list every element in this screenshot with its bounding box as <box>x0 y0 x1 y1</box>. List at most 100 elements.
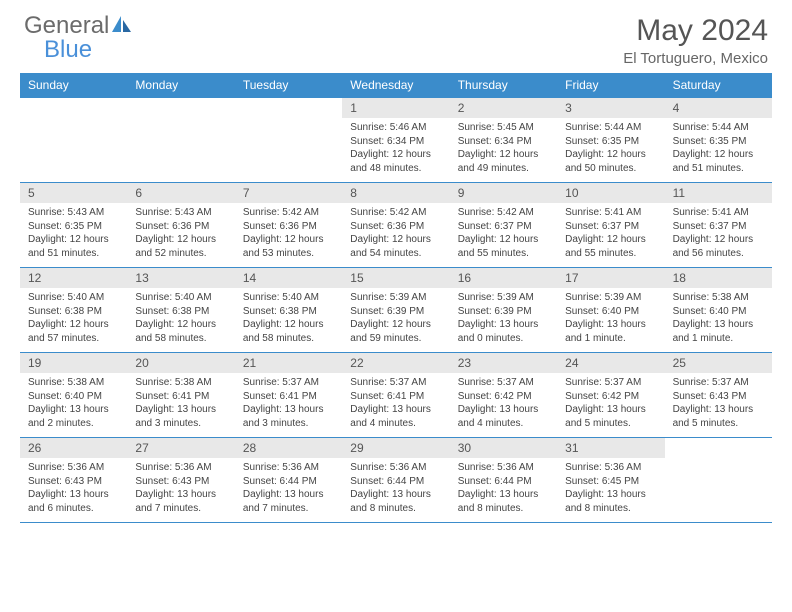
day-line: Daylight: 12 hours <box>243 318 334 332</box>
day-line: and 53 minutes. <box>243 247 334 261</box>
day-line: and 8 minutes. <box>350 502 441 516</box>
day-line: and 5 minutes. <box>565 417 656 431</box>
day-number: 12 <box>20 268 127 288</box>
weekday-cell: Saturday <box>665 73 772 97</box>
day-body <box>235 102 342 109</box>
day-body: Sunrise: 5:36 AMSunset: 6:45 PMDaylight:… <box>557 458 664 519</box>
day-body: Sunrise: 5:44 AMSunset: 6:35 PMDaylight:… <box>557 118 664 179</box>
day-cell: 27Sunrise: 5:36 AMSunset: 6:43 PMDayligh… <box>127 438 234 522</box>
day-line: Sunset: 6:40 PM <box>565 305 656 319</box>
day-cell: 31Sunrise: 5:36 AMSunset: 6:45 PMDayligh… <box>557 438 664 522</box>
day-line: Daylight: 12 hours <box>565 233 656 247</box>
day-cell: 8Sunrise: 5:42 AMSunset: 6:36 PMDaylight… <box>342 183 449 267</box>
day-number: 18 <box>665 268 772 288</box>
location: El Tortuguero, Mexico <box>623 50 768 67</box>
day-line: Sunset: 6:38 PM <box>243 305 334 319</box>
day-line: Daylight: 13 hours <box>28 403 119 417</box>
day-line: Sunrise: 5:36 AM <box>135 461 226 475</box>
week-row: 1Sunrise: 5:46 AMSunset: 6:34 PMDaylight… <box>20 97 772 182</box>
day-line: Daylight: 13 hours <box>565 318 656 332</box>
day-body: Sunrise: 5:36 AMSunset: 6:44 PMDaylight:… <box>450 458 557 519</box>
day-body: Sunrise: 5:38 AMSunset: 6:40 PMDaylight:… <box>20 373 127 434</box>
day-line: Sunrise: 5:41 AM <box>673 206 764 220</box>
day-line: Sunrise: 5:39 AM <box>565 291 656 305</box>
day-line: Daylight: 12 hours <box>458 148 549 162</box>
day-line: and 59 minutes. <box>350 332 441 346</box>
day-number: 6 <box>127 183 234 203</box>
day-line: Sunrise: 5:36 AM <box>243 461 334 475</box>
title-block: May 2024 El Tortuguero, Mexico <box>623 14 768 67</box>
day-line: and 5 minutes. <box>673 417 764 431</box>
day-line: Sunrise: 5:42 AM <box>243 206 334 220</box>
day-line: Sunrise: 5:46 AM <box>350 121 441 135</box>
day-line: Sunrise: 5:37 AM <box>458 376 549 390</box>
day-body: Sunrise: 5:42 AMSunset: 6:37 PMDaylight:… <box>450 203 557 264</box>
day-line: Sunrise: 5:45 AM <box>458 121 549 135</box>
day-line: and 54 minutes. <box>350 247 441 261</box>
day-line: and 51 minutes. <box>28 247 119 261</box>
day-line: Sunset: 6:36 PM <box>243 220 334 234</box>
day-cell: 5Sunrise: 5:43 AMSunset: 6:35 PMDaylight… <box>20 183 127 267</box>
day-line: Sunrise: 5:44 AM <box>673 121 764 135</box>
day-line: Sunrise: 5:40 AM <box>243 291 334 305</box>
day-line: Sunset: 6:36 PM <box>135 220 226 234</box>
day-number: 1 <box>342 98 449 118</box>
day-line: and 7 minutes. <box>243 502 334 516</box>
day-cell: 1Sunrise: 5:46 AMSunset: 6:34 PMDaylight… <box>342 98 449 182</box>
day-line: and 0 minutes. <box>458 332 549 346</box>
day-line: Sunset: 6:40 PM <box>673 305 764 319</box>
day-line: Sunset: 6:38 PM <box>135 305 226 319</box>
day-body: Sunrise: 5:44 AMSunset: 6:35 PMDaylight:… <box>665 118 772 179</box>
day-line: Daylight: 12 hours <box>350 233 441 247</box>
day-cell: 23Sunrise: 5:37 AMSunset: 6:42 PMDayligh… <box>450 353 557 437</box>
day-body: Sunrise: 5:36 AMSunset: 6:44 PMDaylight:… <box>235 458 342 519</box>
day-line: Sunrise: 5:40 AM <box>28 291 119 305</box>
day-line: Sunrise: 5:37 AM <box>565 376 656 390</box>
day-number: 13 <box>127 268 234 288</box>
day-line: Sunrise: 5:39 AM <box>458 291 549 305</box>
day-number: 31 <box>557 438 664 458</box>
day-body: Sunrise: 5:37 AMSunset: 6:42 PMDaylight:… <box>450 373 557 434</box>
day-line: Daylight: 13 hours <box>135 403 226 417</box>
day-number: 16 <box>450 268 557 288</box>
day-cell: 20Sunrise: 5:38 AMSunset: 6:41 PMDayligh… <box>127 353 234 437</box>
day-body: Sunrise: 5:37 AMSunset: 6:43 PMDaylight:… <box>665 373 772 434</box>
day-number: 29 <box>342 438 449 458</box>
day-line: Daylight: 13 hours <box>565 488 656 502</box>
day-body <box>20 102 127 109</box>
logo-text-1: General <box>24 14 109 38</box>
day-line: Daylight: 12 hours <box>243 233 334 247</box>
day-line: Sunset: 6:36 PM <box>350 220 441 234</box>
day-cell: 12Sunrise: 5:40 AMSunset: 6:38 PMDayligh… <box>20 268 127 352</box>
day-body: Sunrise: 5:39 AMSunset: 6:39 PMDaylight:… <box>450 288 557 349</box>
day-line: Sunrise: 5:38 AM <box>28 376 119 390</box>
day-number: 21 <box>235 353 342 373</box>
logo: General Blue <box>24 14 154 66</box>
day-line: Daylight: 13 hours <box>350 488 441 502</box>
day-line: Sunset: 6:44 PM <box>243 475 334 489</box>
day-line: Sunset: 6:43 PM <box>673 390 764 404</box>
day-number: 11 <box>665 183 772 203</box>
day-cell: 30Sunrise: 5:36 AMSunset: 6:44 PMDayligh… <box>450 438 557 522</box>
day-number: 20 <box>127 353 234 373</box>
header: General Blue May 2024 El Tortuguero, Mex… <box>0 0 792 73</box>
day-line: Daylight: 12 hours <box>350 148 441 162</box>
day-line: Daylight: 13 hours <box>458 403 549 417</box>
day-body: Sunrise: 5:42 AMSunset: 6:36 PMDaylight:… <box>342 203 449 264</box>
day-line: Sunset: 6:38 PM <box>28 305 119 319</box>
day-cell: 19Sunrise: 5:38 AMSunset: 6:40 PMDayligh… <box>20 353 127 437</box>
day-line: and 55 minutes. <box>458 247 549 261</box>
day-body: Sunrise: 5:40 AMSunset: 6:38 PMDaylight:… <box>20 288 127 349</box>
day-number: 24 <box>557 353 664 373</box>
day-line: Daylight: 12 hours <box>458 233 549 247</box>
day-line: Sunset: 6:41 PM <box>350 390 441 404</box>
day-line: Daylight: 12 hours <box>673 148 764 162</box>
day-number: 19 <box>20 353 127 373</box>
day-line: Sunrise: 5:43 AM <box>28 206 119 220</box>
day-line: Sunset: 6:35 PM <box>673 135 764 149</box>
week-row: 19Sunrise: 5:38 AMSunset: 6:40 PMDayligh… <box>20 352 772 437</box>
day-cell: 7Sunrise: 5:42 AMSunset: 6:36 PMDaylight… <box>235 183 342 267</box>
day-line: and 51 minutes. <box>673 162 764 176</box>
day-body: Sunrise: 5:36 AMSunset: 6:43 PMDaylight:… <box>127 458 234 519</box>
logo-text-2: Blue <box>44 38 92 62</box>
